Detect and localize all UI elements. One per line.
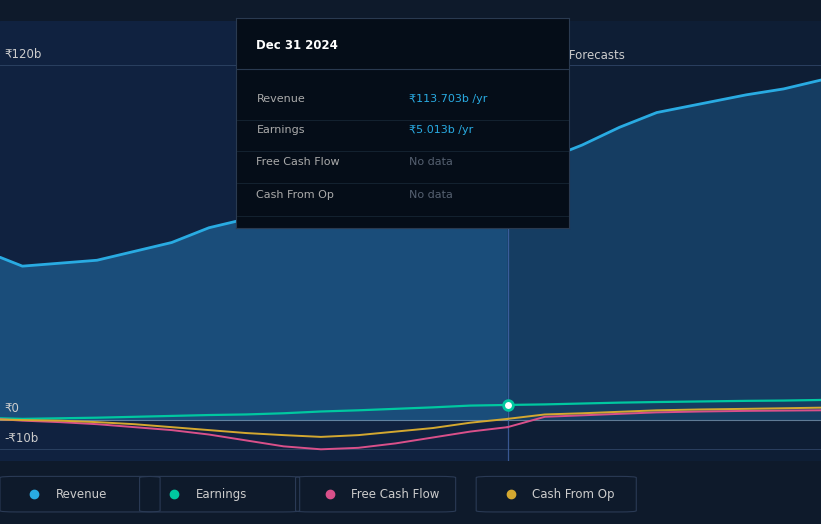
Text: -₹10b: -₹10b (4, 432, 39, 445)
Text: Earnings: Earnings (195, 488, 247, 500)
Text: No data: No data (410, 157, 453, 167)
Text: Dec 31 2024: Dec 31 2024 (256, 39, 338, 52)
Text: Earnings: Earnings (256, 125, 305, 136)
Text: Past: Past (475, 49, 500, 62)
Text: Revenue: Revenue (56, 488, 108, 500)
Text: ₹0: ₹0 (4, 402, 20, 416)
Text: ₹5.013b /yr: ₹5.013b /yr (410, 125, 474, 136)
Text: Free Cash Flow: Free Cash Flow (256, 157, 340, 167)
Text: Cash From Op: Cash From Op (532, 488, 614, 500)
Text: Free Cash Flow: Free Cash Flow (351, 488, 440, 500)
Text: Revenue: Revenue (256, 94, 305, 104)
Bar (0, 21, 507, 461)
Text: Analysts Forecasts: Analysts Forecasts (515, 49, 625, 62)
Text: ₹120b: ₹120b (4, 48, 42, 61)
Bar (507, 21, 821, 461)
Text: No data: No data (410, 190, 453, 201)
Text: ₹113.703b /yr: ₹113.703b /yr (410, 94, 488, 104)
Text: Cash From Op: Cash From Op (256, 190, 334, 201)
